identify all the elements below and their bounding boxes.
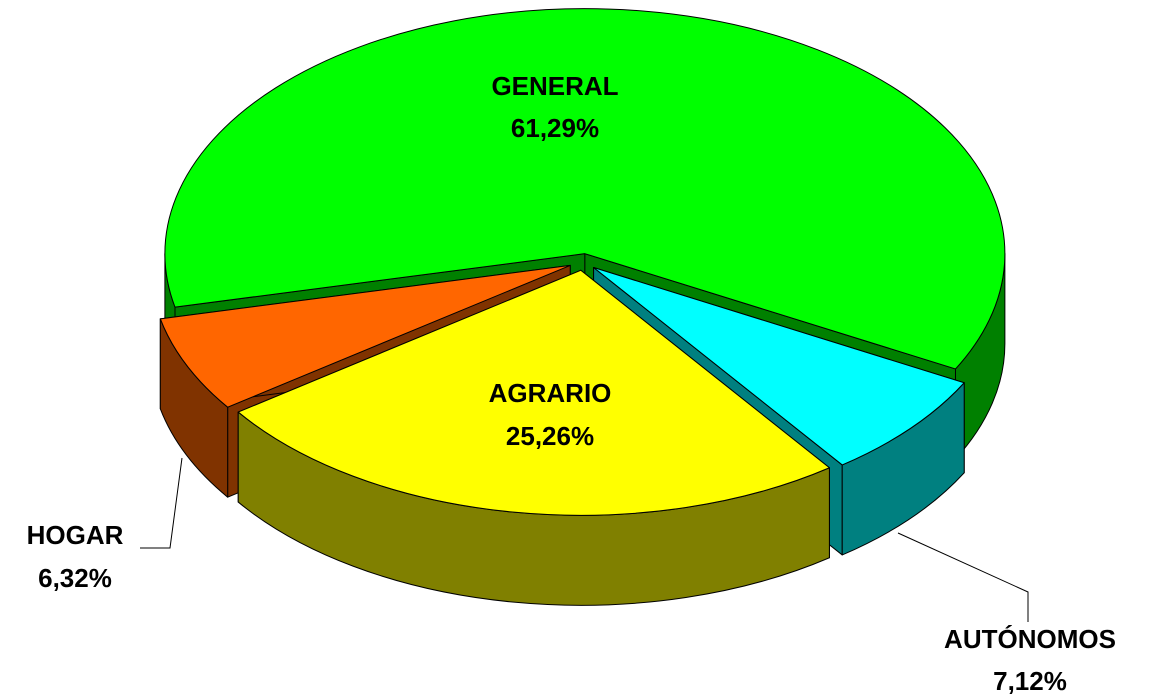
leader-line bbox=[140, 457, 183, 549]
slice-top bbox=[164, 8, 1006, 370]
slice-top bbox=[159, 264, 571, 408]
slice-label: GENERAL bbox=[491, 71, 618, 101]
slice-label: HOGAR bbox=[27, 520, 124, 550]
slice-label: AGRARIO bbox=[489, 378, 612, 408]
slice-top bbox=[237, 269, 830, 516]
slice-value-label: 61,29% bbox=[511, 113, 599, 143]
slice bbox=[237, 269, 830, 606]
leader-line bbox=[897, 532, 1029, 622]
slice-value-label: 25,26% bbox=[506, 421, 594, 451]
slice-value-label: 6,32% bbox=[38, 563, 112, 593]
slice-label: AUTÓNOMOS bbox=[944, 624, 1116, 654]
slice-top bbox=[593, 266, 965, 466]
slice-value-label: 7,12% bbox=[993, 666, 1067, 696]
